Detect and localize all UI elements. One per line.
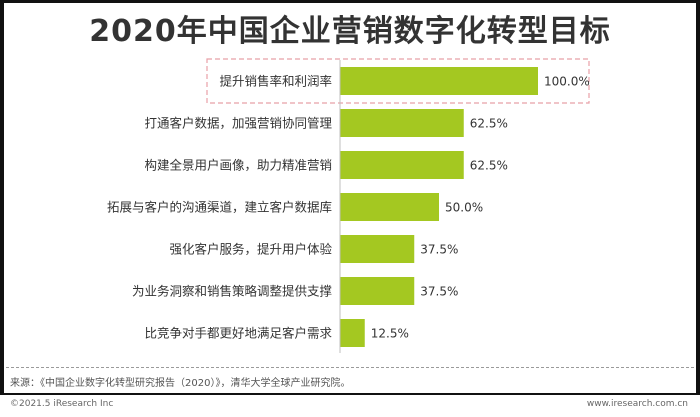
value-label: 100.0% <box>544 75 590 89</box>
value-label: 37.5% <box>420 243 458 257</box>
bottom-bar: ©2021.5 iResearch Inc www.iresearch.com.… <box>0 393 700 417</box>
value-label: 37.5% <box>420 285 458 299</box>
source-note: 来源：《中国企业数字化转型研究报告（2020）》，清华大学全球产业研究院。 <box>10 378 351 389</box>
value-label: 62.5% <box>470 117 508 131</box>
highlight-box <box>206 58 590 104</box>
chart-title: 2020年中国企业营销数字化转型目标 <box>89 14 611 49</box>
bar-4 <box>340 193 439 221</box>
category-label: 构建全景用户画像，助力精准营销 <box>144 158 332 173</box>
category-label: 为业务洞察和销售策略调整提供支撑 <box>132 284 333 299</box>
category-label: 强化客户服务，提升用户体验 <box>169 242 332 257</box>
category-label: 比竞争对手都更好地满足客户需求 <box>144 326 332 341</box>
website-text: www.iresearch.com.cn <box>586 399 688 409</box>
category-label: 打通客户数据，加强营销协同管理 <box>144 116 332 131</box>
bar-5 <box>340 235 415 263</box>
value-label: 62.5% <box>470 159 508 173</box>
category-label: 提升销售率和利润率 <box>219 74 332 89</box>
bar-6 <box>340 277 415 305</box>
value-label: 12.5% <box>371 327 409 341</box>
bar-2 <box>340 109 464 137</box>
bar-1 <box>340 67 538 95</box>
copyright-text: ©2021.5 iResearch Inc <box>10 399 114 409</box>
value-label: 50.0% <box>445 201 483 215</box>
category-label: 拓展与客户的沟通渠道，建立客户数据库 <box>107 200 332 215</box>
footer-divider <box>6 367 694 368</box>
bar-3 <box>340 151 464 179</box>
bar-7 <box>340 319 365 347</box>
